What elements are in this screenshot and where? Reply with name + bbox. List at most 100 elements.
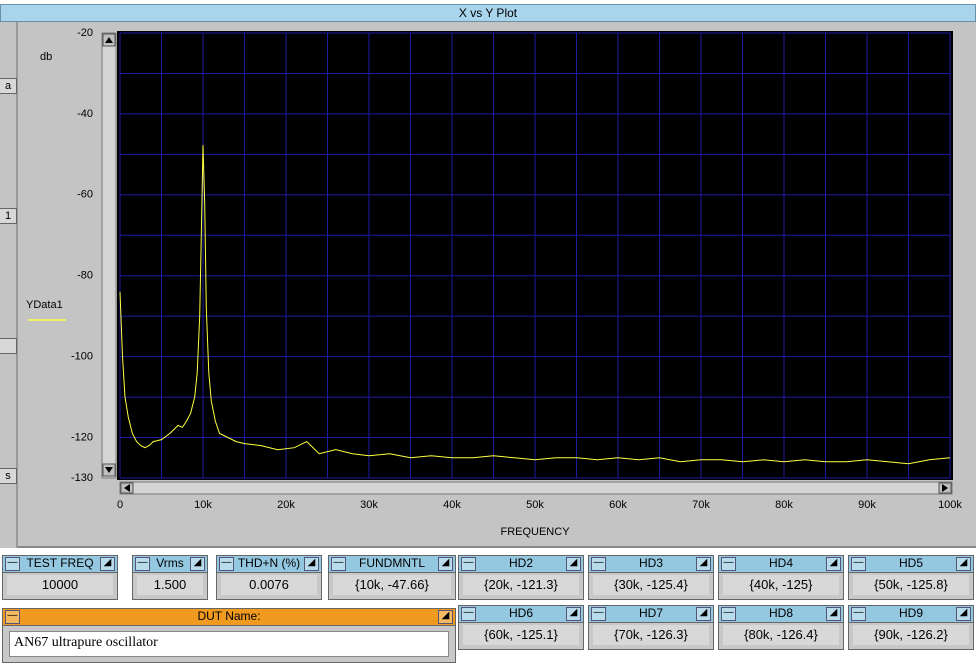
panel-value: {40k, -125} <box>723 575 839 595</box>
panel-title: HD2 <box>459 556 583 573</box>
panel-value: {70k, -126.3} <box>593 625 709 645</box>
panel-title: HD5 <box>849 556 973 573</box>
indicator-panel: HD4— ◢ {40k, -125} <box>718 555 844 600</box>
panel-value: {10k, -47.66} <box>333 575 451 595</box>
x-tick-label: 100k <box>938 499 962 511</box>
indicator-panel: HD3— ◢ {30k, -125.4} <box>588 555 714 600</box>
side-button[interactable]: s <box>0 468 17 484</box>
x-tick-label: 90k <box>858 499 876 511</box>
window-title: X vs Y Plot <box>0 4 976 22</box>
panel-title: HD3 <box>589 556 713 573</box>
panel-title: HD9 <box>849 606 973 623</box>
v-scrollbar[interactable] <box>101 32 117 479</box>
x-axis-label: FREQUENCY <box>500 526 570 538</box>
indicator-panel: Vrms — ◢ 1.500 <box>132 555 208 600</box>
x-tick-label: 70k <box>692 499 710 511</box>
text-field[interactable]: AN67 ultrapure oscillator <box>9 631 449 657</box>
x-tick-label: 80k <box>775 499 793 511</box>
menu-button[interactable]: ◢ <box>826 557 841 571</box>
panel-value: {20k, -121.3} <box>463 575 579 595</box>
indicator-panel: TEST FREQ — ◢ 10000 <box>2 555 118 600</box>
side-button[interactable]: a <box>0 78 17 94</box>
panel-title: FUNDMNTL <box>329 556 455 573</box>
menu-button[interactable]: ◢ <box>696 607 711 621</box>
panel-title: HD4 <box>719 556 843 573</box>
menu-button[interactable]: ◢ <box>438 610 453 624</box>
x-tick-label: 60k <box>609 499 627 511</box>
y-tick-label: -60 <box>77 189 93 201</box>
panel-value: {30k, -125.4} <box>593 575 709 595</box>
menu-button[interactable]: ◢ <box>438 557 453 571</box>
arrow-icon <box>942 484 948 492</box>
minimize-button[interactable]: — <box>591 607 606 621</box>
trace <box>119 145 951 465</box>
indicator-panel: HD2— ◢ {20k, -121.3} <box>458 555 584 600</box>
panel-title: Vrms <box>133 556 207 573</box>
y-tick-label: -100 <box>71 351 93 363</box>
panel-value: 10000 <box>7 575 113 595</box>
panel-title: THD+N (%) <box>217 556 321 573</box>
minimize-button[interactable]: — <box>591 557 606 571</box>
minimize-button[interactable]: — <box>5 610 20 624</box>
minimize-button[interactable]: — <box>331 557 346 571</box>
arrow-icon <box>105 467 113 473</box>
menu-button[interactable]: ◢ <box>566 557 581 571</box>
y-tick-label: -40 <box>77 108 93 120</box>
minimize-button[interactable]: — <box>5 557 20 571</box>
panel-title: DUT Name: <box>3 609 455 626</box>
h-scrollbar[interactable] <box>119 481 953 495</box>
minimize-button[interactable]: — <box>851 607 866 621</box>
menu-button[interactable]: ◢ <box>304 557 319 571</box>
y-tick-label: -80 <box>77 270 93 282</box>
indicator-panel: HD6— ◢ {60k, -125.1} <box>458 605 584 650</box>
indicator-panel: FUNDMNTL — ◢ {10k, -47.66} <box>328 555 456 600</box>
indicator-panel: HD8— ◢ {80k, -126.4} <box>718 605 844 650</box>
menu-button[interactable]: ◢ <box>696 557 711 571</box>
minimize-button[interactable]: — <box>461 557 476 571</box>
x-tick-label: 50k <box>526 499 544 511</box>
panel-title: HD6 <box>459 606 583 623</box>
y-tick-label: -20 <box>77 27 93 39</box>
y-tick-label: -130 <box>71 472 93 484</box>
minimize-button[interactable]: — <box>851 557 866 571</box>
menu-button[interactable]: ◢ <box>566 607 581 621</box>
menu-button[interactable]: ◢ <box>956 607 971 621</box>
side-button[interactable] <box>0 338 17 354</box>
menu-button[interactable]: ◢ <box>826 607 841 621</box>
panel-title: HD8 <box>719 606 843 623</box>
x-tick-label: 10k <box>194 499 212 511</box>
indicator-panel: HD5— ◢ {50k, -125.8} <box>848 555 974 600</box>
x-tick-label: 20k <box>277 499 295 511</box>
indicator-panel: HD7— ◢ {70k, -126.3} <box>588 605 714 650</box>
panel-value: {80k, -126.4} <box>723 625 839 645</box>
menu-button[interactable]: ◢ <box>956 557 971 571</box>
indicator-panel: THD+N (%) — ◢ 0.0076 <box>216 555 322 600</box>
legend-label: YData1 <box>26 299 63 311</box>
panel-value: 1.500 <box>137 575 203 595</box>
text-input-panel: DUT Name: — ◢ AN67 ultrapure oscillator <box>2 608 456 663</box>
minimize-button[interactable]: — <box>721 607 736 621</box>
side-button[interactable]: 1 <box>0 208 17 224</box>
y-tick-label: -120 <box>71 431 93 443</box>
panel-value: {90k, -126.2} <box>853 625 969 645</box>
chart: db FREQUENCY YData1 -20 -40 -60 -80 -100 -120… <box>26 27 962 538</box>
minimize-button[interactable]: — <box>461 607 476 621</box>
minimize-button[interactable]: — <box>135 557 150 571</box>
panel-value: 0.0076 <box>221 575 317 595</box>
x-tick-label: 0 <box>117 499 123 511</box>
panel-title: HD7 <box>589 606 713 623</box>
minimize-button[interactable]: — <box>721 557 736 571</box>
panel-value: {60k, -125.1} <box>463 625 579 645</box>
panel-title: TEST FREQ <box>3 556 117 573</box>
arrow-icon <box>105 37 113 43</box>
menu-button[interactable]: ◢ <box>190 557 205 571</box>
y-axis-label: db <box>40 51 52 63</box>
panel-value: {50k, -125.8} <box>853 575 969 595</box>
indicator-panel: HD9— ◢ {90k, -126.2} <box>848 605 974 650</box>
arrow-icon <box>124 484 130 492</box>
minimize-button[interactable]: — <box>219 557 234 571</box>
menu-button[interactable]: ◢ <box>100 557 115 571</box>
x-tick-label: 30k <box>360 499 378 511</box>
left-strip <box>0 22 18 548</box>
